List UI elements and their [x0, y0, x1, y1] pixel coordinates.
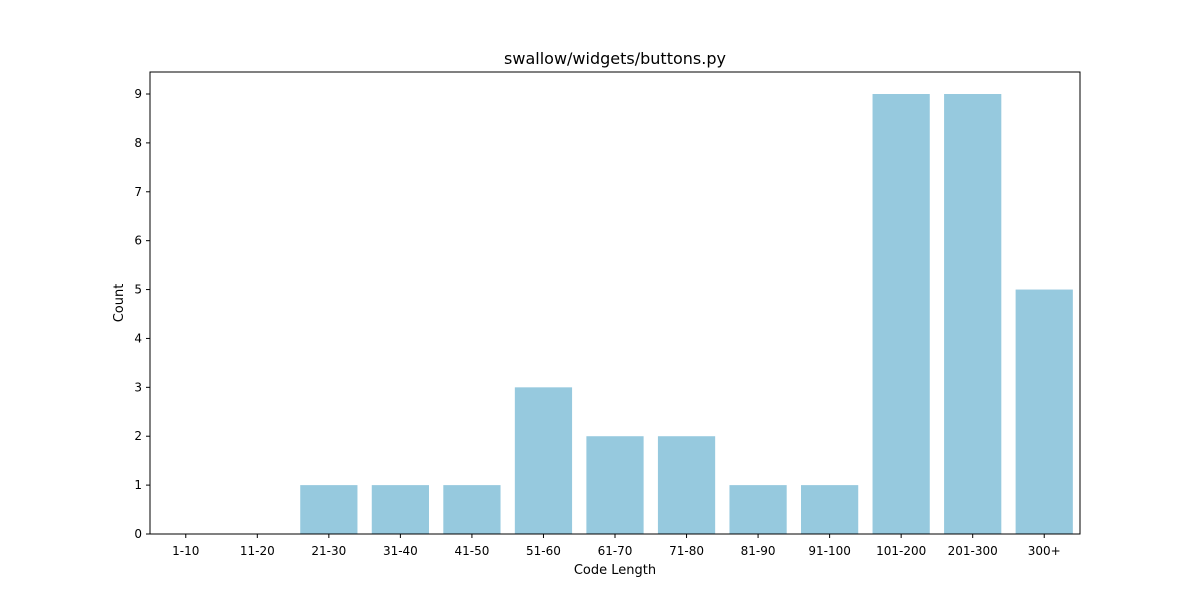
y-axis: 0 1 2 3 4 5 6 7 8 9 [134, 87, 150, 541]
bar-21-30 [300, 485, 358, 534]
x-tick-label: 11-20 [240, 544, 275, 558]
bar-201-300 [944, 94, 1002, 534]
x-tick-label: 1-10 [172, 544, 199, 558]
x-tick-label: 81-90 [741, 544, 776, 558]
bar-61-70 [586, 436, 644, 534]
bar-101-200 [872, 94, 930, 534]
bar-71-80 [657, 436, 716, 534]
bars-group [300, 94, 1073, 534]
y-tick-label: 0 [134, 527, 142, 541]
x-tick-label: 300+ [1028, 544, 1061, 558]
y-tick-label: 6 [134, 234, 142, 248]
y-tick-label: 1 [134, 478, 142, 492]
bar-51-60 [514, 387, 573, 534]
y-tick-label: 3 [134, 380, 142, 394]
y-tick-label: 4 [134, 331, 142, 345]
y-tick-label: 8 [134, 136, 142, 150]
bar-91-100 [801, 485, 859, 534]
x-tick-label: 71-80 [669, 544, 704, 558]
x-tick-label: 31-40 [383, 544, 418, 558]
y-tick-label: 5 [134, 283, 142, 297]
y-tick-label: 9 [134, 87, 142, 101]
bar-300+ [1015, 289, 1073, 534]
x-tick-label: 41-50 [454, 544, 489, 558]
bar-31-40 [371, 485, 429, 534]
y-tick-label: 2 [134, 429, 142, 443]
x-tick-label: 21-30 [311, 544, 346, 558]
y-tick-label: 7 [134, 185, 142, 199]
y-axis-label: Count [112, 284, 127, 323]
x-tick-label: 101-200 [876, 544, 926, 558]
x-tick-label: 51-60 [526, 544, 561, 558]
x-axis-label: Code Length [574, 563, 656, 578]
x-tick-label: 91-100 [808, 544, 851, 558]
x-tick-label: 201-300 [948, 544, 998, 558]
bar-81-90 [729, 485, 787, 534]
chart-title: swallow/widgets/buttons.py [504, 49, 726, 68]
x-tick-label: 61-70 [598, 544, 633, 558]
x-axis: 1-10 11-20 21-30 31-40 41-50 51-60 61-70 71-80 8… [172, 534, 1061, 558]
bar-41-50 [443, 485, 501, 534]
